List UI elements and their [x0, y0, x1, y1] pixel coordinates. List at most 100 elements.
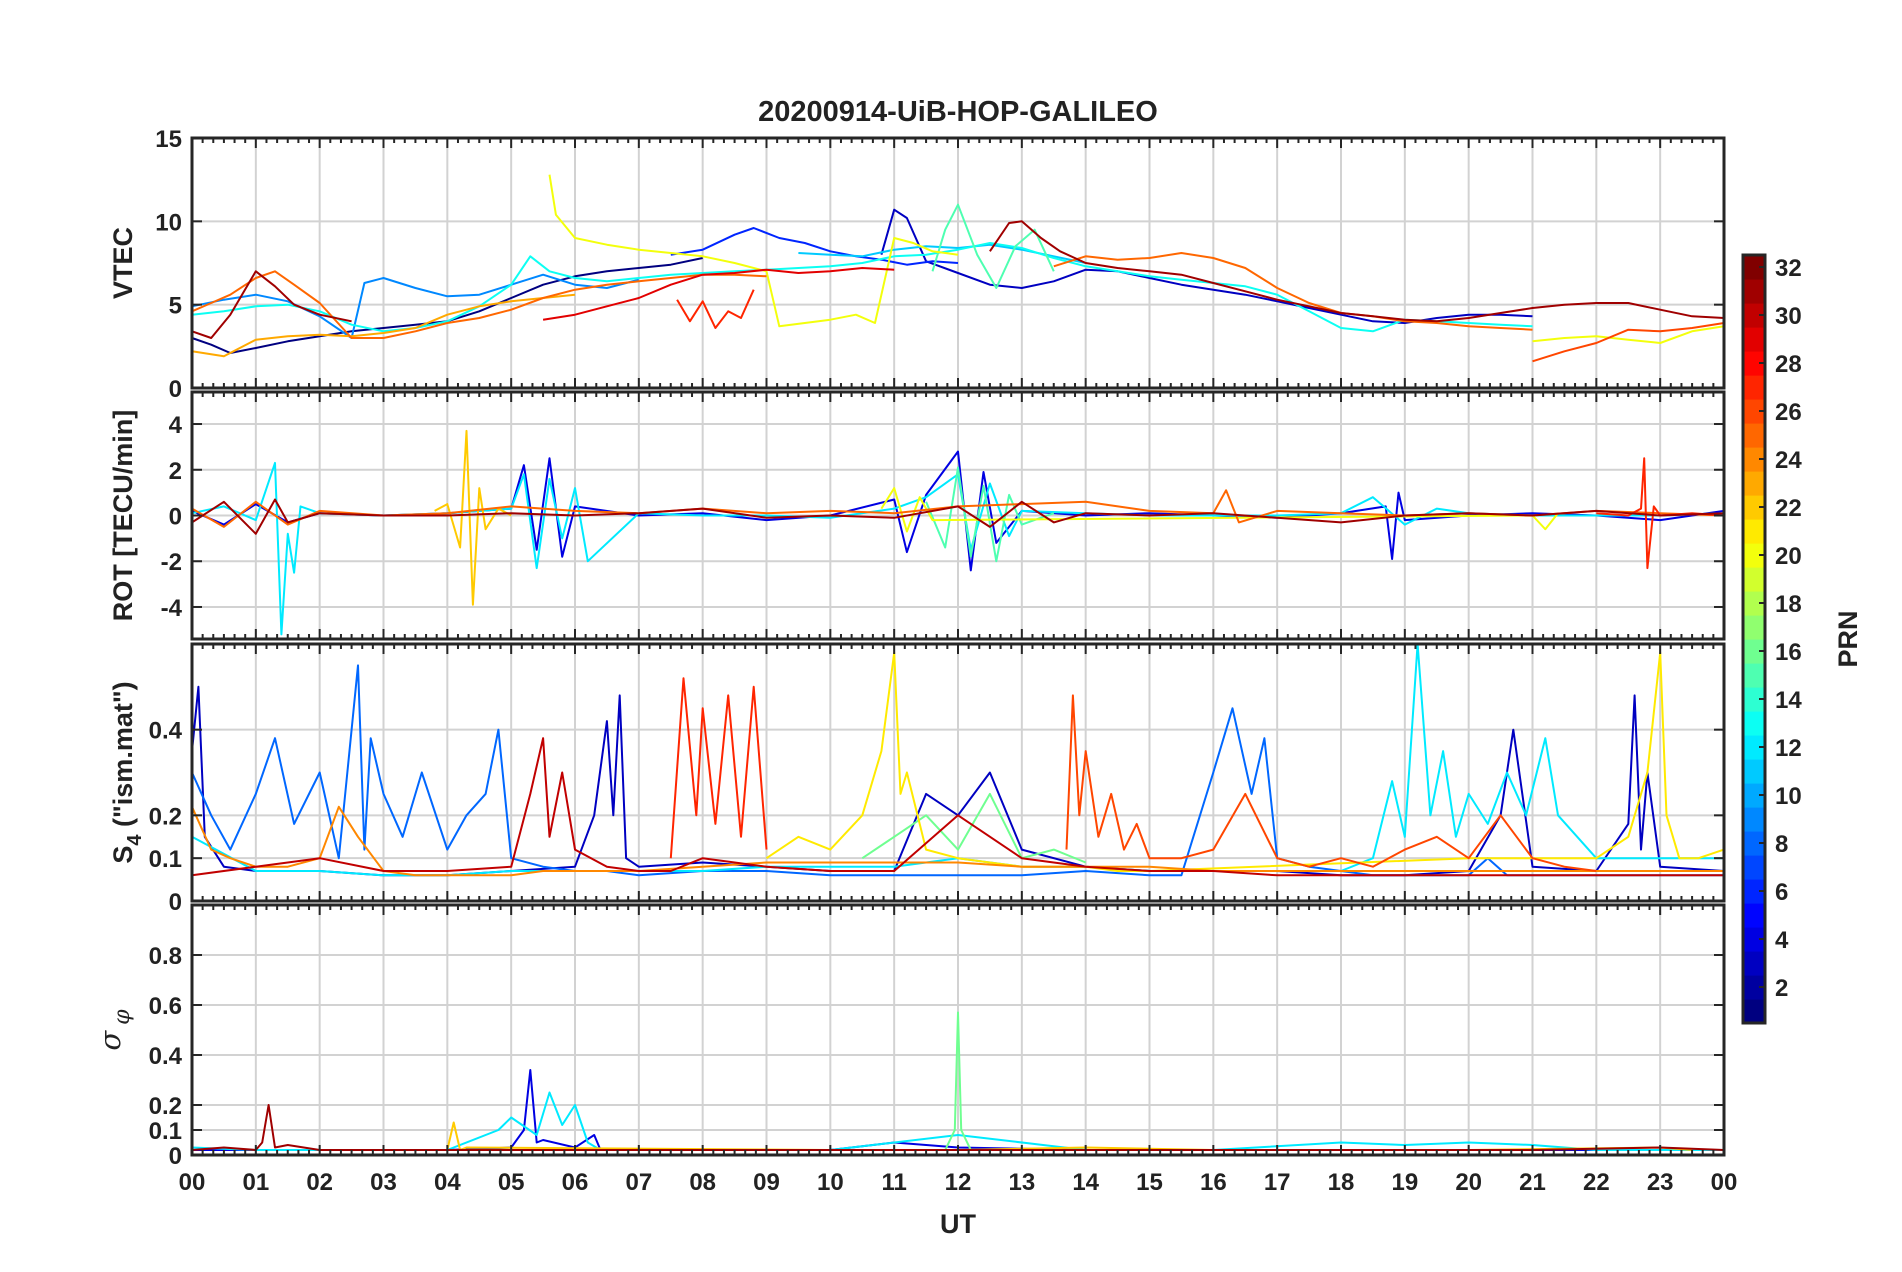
colorbar-band: [1743, 255, 1765, 280]
y-axis-label: ROT [TECU/min]: [108, 410, 138, 621]
colorbar-band: [1743, 375, 1765, 400]
y-tick-label: 0: [169, 504, 182, 531]
y-tick-label: 0.6: [149, 993, 182, 1020]
x-tick-label: 23: [1647, 1169, 1674, 1196]
colorbar-label: PRN: [1833, 610, 1863, 667]
y-tick-label: 0.2: [149, 803, 182, 830]
colorbar-band: [1743, 567, 1765, 592]
series-line-prn-16: [944, 1011, 972, 1151]
x-tick-label: 00: [179, 1169, 206, 1196]
colorbar-band: [1743, 327, 1765, 352]
colorbar-band: [1743, 903, 1765, 928]
x-tick-label: 06: [562, 1169, 589, 1196]
colorbar-band: [1743, 447, 1765, 472]
colorbar-band: [1743, 711, 1765, 736]
series-line-prn-27: [669, 677, 768, 859]
x-tick-label: 14: [1072, 1169, 1099, 1196]
x-tick-label: 04: [434, 1169, 461, 1196]
x-tick-label: 03: [370, 1169, 397, 1196]
series-line-prn-30: [191, 737, 1724, 877]
x-tick-label: 10: [817, 1169, 844, 1196]
colorbar-tick-label: 10: [1775, 783, 1802, 810]
colorbar-band: [1743, 615, 1765, 640]
y-tick-label: 0.4: [149, 718, 183, 745]
series-line-prn-26: [1532, 322, 1725, 363]
x-tick-label: 11: [881, 1169, 906, 1196]
colorbar-band: [1743, 927, 1765, 952]
series-line-prn-31: [191, 498, 1725, 535]
series-line-prn-31: [191, 270, 352, 339]
y-tick-label: 0.8: [149, 943, 182, 970]
y-axis-label: VTEC: [108, 227, 138, 299]
series-line-prn-23: [191, 293, 576, 358]
colorbar-tick-label: 22: [1775, 495, 1802, 522]
colorbar-band: [1743, 351, 1765, 376]
colorbar-band: [1743, 831, 1765, 856]
panel-vtec: 0 5 10 15 VTEC: [108, 126, 1726, 403]
colorbar-band: [1743, 735, 1765, 760]
series-line-prn-15: [931, 203, 1055, 289]
series-line-prn-22: [434, 429, 512, 606]
x-axis-label: UT: [940, 1209, 976, 1239]
panel-rot: -4 -2 0 2 4 ROT [TECU/min]: [108, 390, 1726, 641]
colorbar-band: [1743, 399, 1765, 424]
x-tick-label: 05: [498, 1169, 525, 1196]
x-tick-label: 15: [1136, 1169, 1163, 1196]
y-tick-label: 0.1: [149, 846, 182, 873]
colorbar-tick-label: 8: [1775, 831, 1788, 858]
series-line-prn-13: [191, 242, 1533, 333]
series-line-prn-6: [670, 227, 959, 266]
colorbar-tick-label: 20: [1775, 543, 1802, 570]
series-line-prn-24: [191, 805, 1724, 877]
series-line-prn-25: [1053, 252, 1533, 331]
y-tick-label: 2: [169, 458, 182, 485]
colorbar-tick-label: 26: [1775, 399, 1802, 426]
y-tick-label: -4: [161, 595, 183, 622]
y-axis-label: S4 ("ism.mat"): [108, 681, 146, 863]
colorbar-tick-label: 12: [1775, 735, 1802, 762]
colorbar-tick-label: 28: [1775, 351, 1802, 378]
colorbar-band: [1743, 855, 1765, 880]
colorbar-band: [1743, 495, 1765, 520]
colorbar-tick-label: 4: [1775, 927, 1789, 954]
series-line-prn-27: [676, 289, 755, 329]
colorbar-band: [1743, 639, 1765, 664]
colorbar-band: [1743, 591, 1765, 616]
y-tick-label: 0.4: [149, 1043, 183, 1070]
colorbar-band: [1743, 279, 1765, 304]
y-axis-label: σφ: [93, 1009, 135, 1051]
colorbar-band: [1743, 999, 1765, 1024]
colorbar-band: [1743, 879, 1765, 904]
y-tick-label: 0.1: [149, 1118, 182, 1145]
colorbar-tick-label: 6: [1775, 879, 1788, 906]
colorbar-band: [1743, 303, 1765, 328]
x-tick-label: 12: [945, 1169, 972, 1196]
x-tick-label: 00: [1711, 1169, 1738, 1196]
colorbar-band: [1743, 687, 1765, 712]
series-line-prn-20: [1532, 325, 1725, 344]
x-tick-label: 01: [242, 1169, 269, 1196]
colorbar-tick-label: 14: [1775, 687, 1802, 714]
y-tick-label: -2: [161, 549, 182, 576]
y-tick-label: 0: [169, 889, 182, 916]
y-tick-label: 0: [169, 1143, 182, 1170]
series-line-prn-22: [446, 1121, 1693, 1151]
y-tick-label: 5: [169, 293, 182, 320]
x-tick-label: 16: [1200, 1169, 1227, 1196]
x-tick-label: 19: [1391, 1169, 1418, 1196]
series-line-prn-31: [989, 220, 1725, 323]
colorbar-band: [1743, 519, 1765, 544]
panel-s4: 0 0.1 0.2 0.4S4 ("ism.mat"): [108, 642, 1726, 916]
y-tick-label: 15: [155, 126, 182, 153]
x-tick-label: 20: [1455, 1169, 1482, 1196]
x-tick-label: 02: [306, 1169, 333, 1196]
series-line-prn-20: [548, 174, 959, 328]
x-tick-label: 07: [625, 1169, 652, 1196]
colorbar-band: [1743, 783, 1765, 808]
series-line-prn-1: [191, 257, 703, 354]
colorbar-band: [1743, 807, 1765, 832]
y-tick-label: 0.2: [149, 1093, 182, 1120]
y-tick-label: 0: [169, 376, 182, 403]
